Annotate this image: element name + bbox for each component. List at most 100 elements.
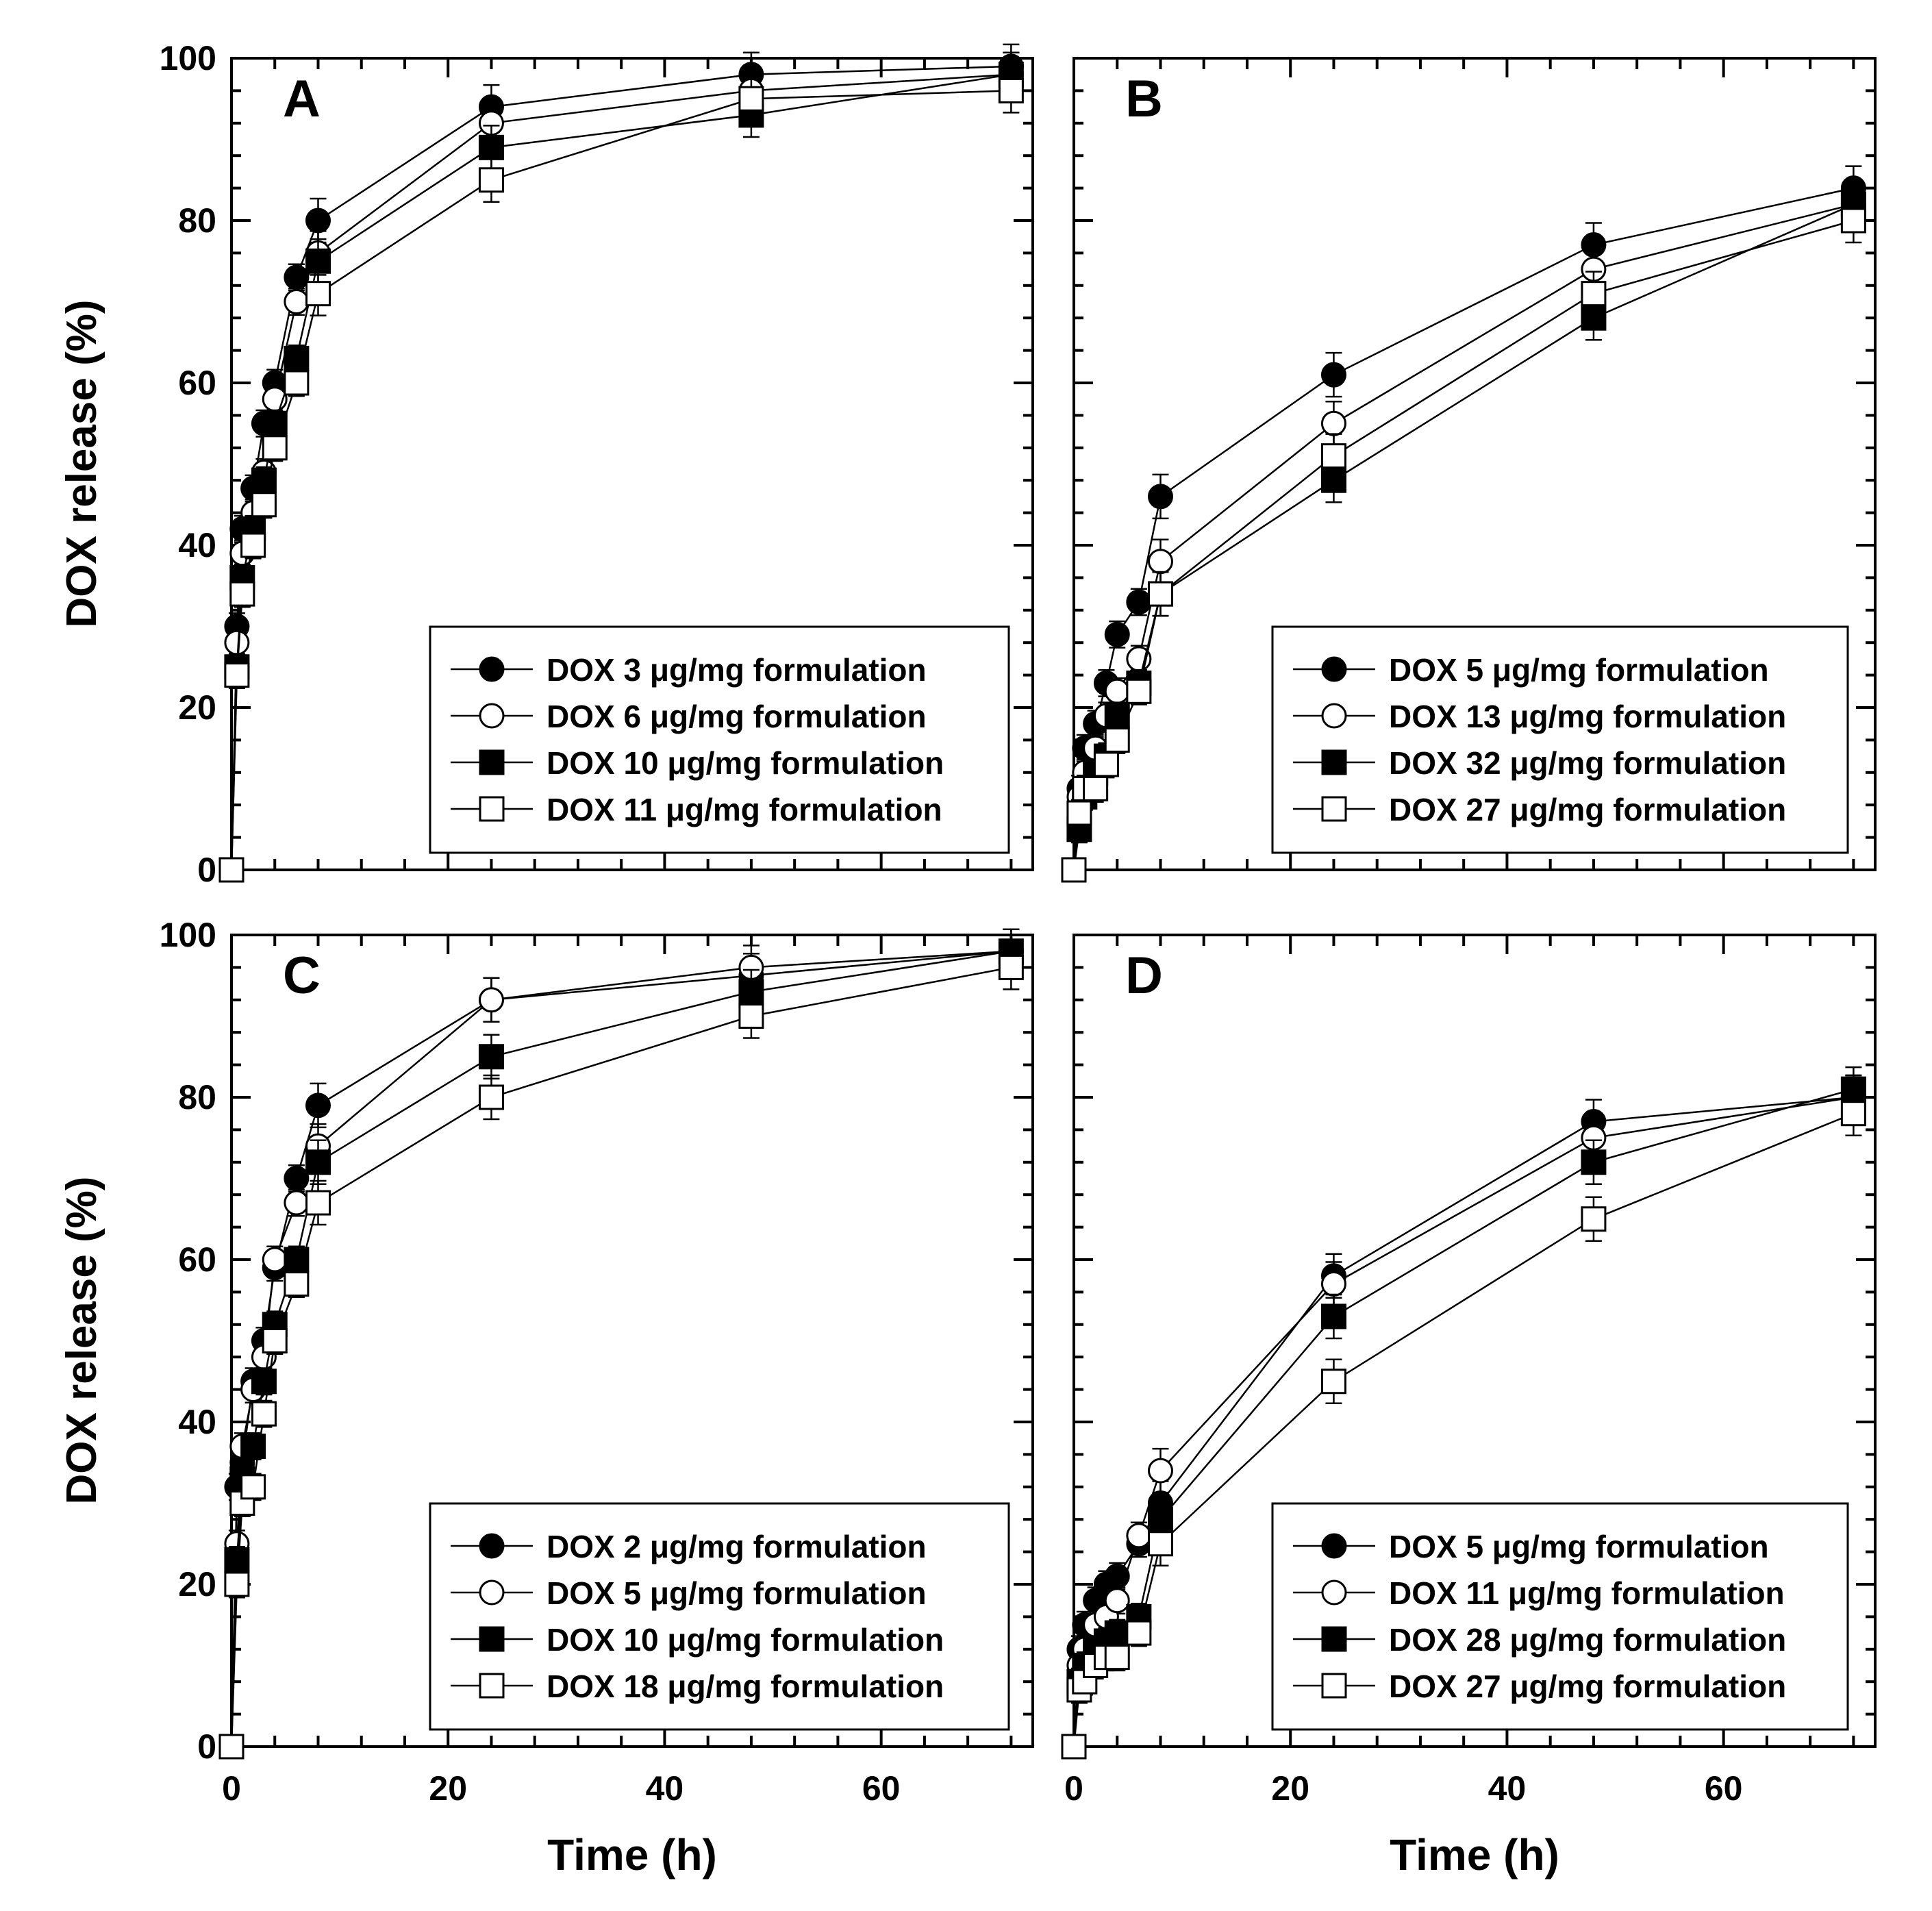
data-point — [284, 264, 310, 290]
data-point — [1126, 1620, 1152, 1646]
data-point — [1147, 1458, 1173, 1484]
data-point — [240, 532, 266, 558]
data-point — [1147, 1531, 1173, 1557]
data-point — [1104, 703, 1130, 729]
data-point — [284, 289, 310, 314]
data-point — [1320, 362, 1346, 388]
data-point — [251, 1401, 277, 1427]
data-point — [305, 1149, 331, 1175]
data-point — [305, 248, 331, 274]
data-point — [305, 208, 331, 234]
y-axis-title: DOX release (%) — [58, 300, 105, 628]
data-point — [1320, 1369, 1346, 1395]
legend-marker — [479, 749, 505, 775]
data-point — [224, 629, 250, 655]
legend-marker — [1321, 703, 1347, 729]
panel-letter: A — [283, 70, 321, 128]
x-tick-label: 0 — [222, 1769, 241, 1808]
data-point — [240, 1474, 266, 1500]
y-tick-label: 40 — [178, 1403, 216, 1441]
legend-box — [429, 1502, 1010, 1731]
data-point — [478, 987, 504, 1013]
legend-marker — [1321, 1673, 1347, 1699]
legend: DOX 3 μg/mg formulation DOX 6 μg/mg formu… — [429, 625, 1010, 854]
legend: DOX 5 μg/mg formulation DOX 11 μg/mg form… — [1271, 1502, 1849, 1731]
data-point — [218, 1734, 244, 1760]
legend-marker — [1321, 656, 1347, 682]
legend-marker — [1321, 1579, 1347, 1606]
data-point — [1104, 1620, 1130, 1646]
legend-item: DOX 2 μg/mg formulation — [451, 1529, 927, 1564]
legend-item: DOX 11 μg/mg formulation — [451, 792, 942, 827]
plot-frame — [230, 934, 1034, 1748]
data-point — [1840, 1101, 1866, 1127]
y-tick-label: 0 — [197, 1727, 216, 1766]
legend-label: DOX 3 μg/mg formulation — [547, 652, 927, 688]
data-point — [1061, 857, 1087, 883]
data-point — [262, 1247, 288, 1273]
x-tick-label: 40 — [646, 1769, 684, 1808]
data-point — [1320, 410, 1346, 436]
legend-label: DOX 10 μg/mg formulation — [547, 745, 944, 781]
data-point — [738, 86, 764, 112]
legend-marker — [479, 796, 505, 822]
data-point — [1061, 1734, 1087, 1760]
data-point — [305, 1092, 331, 1119]
panel-c: 0 20 40 60 80 100 0 20 40 60 C DOX 2 μg/mg formulat… — [160, 916, 1034, 1808]
legend-item: DOX 28 μg/mg formulation — [1293, 1622, 1786, 1658]
legend-item: DOX 18 μg/mg formulation — [451, 1669, 944, 1704]
y-axis-title: DOX release (%) — [58, 1177, 105, 1505]
legend-label: DOX 2 μg/mg formulation — [547, 1529, 927, 1564]
data-point — [1840, 208, 1866, 234]
legend-label: DOX 5 μg/mg formulation — [1389, 1529, 1769, 1564]
x-tick-label: 60 — [862, 1769, 901, 1808]
legend-label: DOX 6 μg/mg formulation — [547, 699, 927, 734]
panel-d: 0 20 40 60 D DOX 5 μg/mg formulation DOX 11 μg… — [1061, 934, 1877, 1808]
legend-item: DOX 13 μg/mg formulation — [1293, 699, 1786, 734]
y-tick-label: 60 — [178, 1240, 216, 1279]
data-point — [478, 167, 504, 193]
data-point — [738, 1003, 764, 1029]
plot-frame — [1072, 934, 1877, 1748]
data-point — [251, 1369, 277, 1395]
data-point — [251, 467, 277, 493]
x-tick-label: 60 — [1705, 1769, 1743, 1808]
legend-label: DOX 27 μg/mg formulation — [1389, 792, 1786, 827]
data-point — [1083, 776, 1109, 801]
legend-item: DOX 10 μg/mg formulation — [451, 1622, 944, 1658]
legend: DOX 2 μg/mg formulation DOX 5 μg/mg formu… — [429, 1502, 1010, 1731]
y-tick-label: 100 — [160, 39, 216, 77]
data-point — [998, 954, 1024, 980]
legend-label: DOX 11 μg/mg formulation — [1389, 1575, 1785, 1611]
y-tick-label: 100 — [160, 916, 216, 954]
data-point — [1320, 1271, 1346, 1297]
data-point — [1147, 581, 1173, 607]
panel-letter: B — [1125, 70, 1163, 128]
data-point — [284, 1190, 310, 1216]
y-tick-label: 20 — [178, 1565, 216, 1603]
legend-marker — [479, 703, 505, 729]
series-4 — [1061, 197, 1866, 883]
data-point — [478, 1044, 504, 1070]
data-point — [1104, 678, 1130, 704]
x-axis-title: Time (h) — [547, 1830, 717, 1879]
data-point — [284, 1271, 310, 1297]
y-tick-label: 20 — [178, 688, 216, 727]
data-point — [224, 1571, 250, 1597]
legend-label: DOX 10 μg/mg formulation — [547, 1622, 944, 1658]
legend-item: DOX 27 μg/mg formulation — [1293, 1669, 1786, 1704]
data-point — [1104, 621, 1130, 647]
series-4 — [218, 68, 1024, 883]
panel-b: B DOX 5 μg/mg formulation DOX 13 μg/mg for… — [1061, 57, 1877, 883]
data-point — [240, 1434, 266, 1460]
legend-item: DOX 6 μg/mg formulation — [451, 699, 927, 734]
x-tick-label: 20 — [429, 1769, 467, 1808]
data-point — [305, 1190, 331, 1216]
legend-marker — [1321, 796, 1347, 822]
legend-label: DOX 5 μg/mg formulation — [547, 1575, 927, 1611]
series-4 — [218, 945, 1024, 1760]
legend-box — [1271, 1502, 1849, 1731]
data-point — [1581, 1206, 1607, 1232]
